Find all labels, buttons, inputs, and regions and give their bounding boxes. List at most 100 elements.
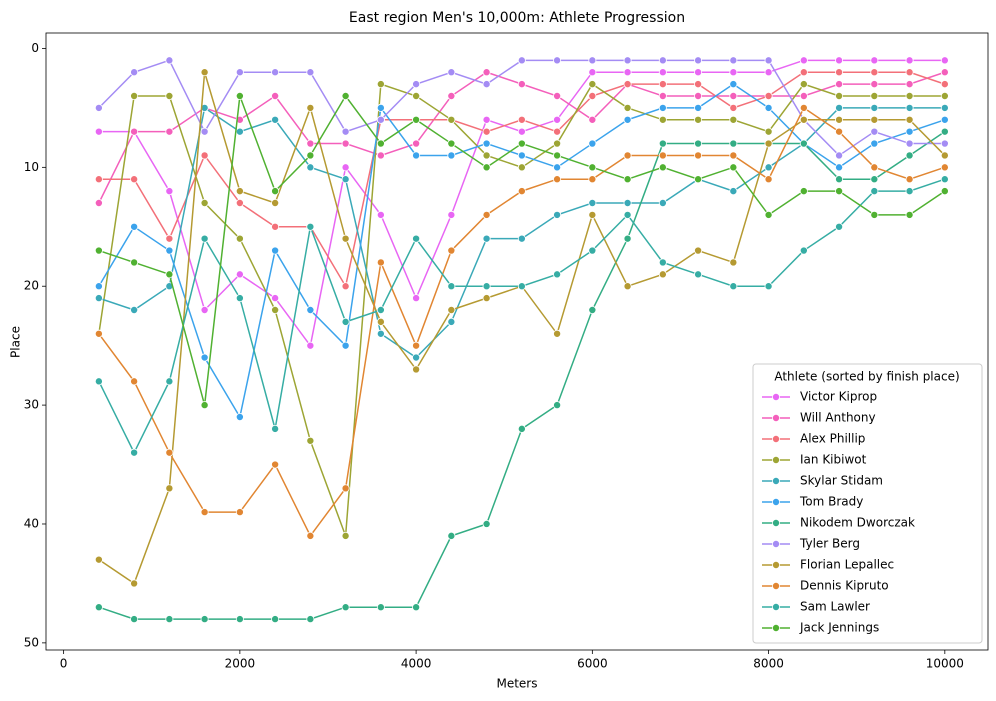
- point: [729, 103, 738, 112]
- point: [835, 103, 844, 112]
- point: [412, 353, 421, 362]
- point: [482, 80, 491, 89]
- point: [341, 92, 350, 101]
- point: [271, 294, 280, 303]
- point: [658, 92, 667, 101]
- point: [623, 103, 632, 112]
- point: [200, 151, 209, 160]
- y-tick-label: 20: [24, 279, 39, 293]
- point: [905, 115, 914, 124]
- point: [271, 187, 280, 196]
- point: [729, 80, 738, 89]
- point: [200, 508, 209, 517]
- point: [412, 139, 421, 148]
- point: [94, 175, 103, 184]
- legend-label: Ian Kibiwot: [800, 453, 867, 467]
- legend-label: Sam Lawler: [800, 600, 870, 614]
- legend-label: Victor Kiprop: [800, 390, 877, 404]
- point: [729, 151, 738, 160]
- point: [341, 484, 350, 493]
- point: [658, 270, 667, 279]
- legend-marker: [772, 476, 781, 485]
- point: [729, 92, 738, 101]
- point: [235, 187, 244, 196]
- plot-area: [94, 56, 949, 624]
- point: [835, 163, 844, 172]
- point: [694, 270, 703, 279]
- point: [764, 103, 773, 112]
- legend-title: Athlete (sorted by finish place): [774, 370, 959, 384]
- point: [306, 222, 315, 231]
- point: [870, 68, 879, 77]
- point: [799, 139, 808, 148]
- point: [940, 103, 949, 112]
- point: [94, 555, 103, 564]
- point: [729, 282, 738, 291]
- point: [376, 603, 385, 612]
- point: [447, 282, 456, 291]
- point: [94, 127, 103, 136]
- point: [553, 151, 562, 160]
- point: [553, 92, 562, 101]
- point: [271, 222, 280, 231]
- legend-label: Nikodem Dworczak: [800, 516, 915, 530]
- point: [905, 68, 914, 77]
- legend-marker: [772, 455, 781, 464]
- point: [376, 210, 385, 219]
- point: [341, 163, 350, 172]
- point: [412, 80, 421, 89]
- point: [553, 401, 562, 410]
- point: [235, 127, 244, 136]
- point: [694, 92, 703, 101]
- point: [588, 92, 597, 101]
- point: [517, 424, 526, 433]
- point: [517, 187, 526, 196]
- point: [799, 80, 808, 89]
- point: [517, 115, 526, 124]
- point: [412, 234, 421, 243]
- point: [870, 80, 879, 89]
- point: [517, 282, 526, 291]
- legend-label: Skylar Stidam: [800, 474, 883, 488]
- point: [729, 139, 738, 148]
- point: [694, 175, 703, 184]
- point: [553, 329, 562, 338]
- point: [165, 484, 174, 493]
- point: [694, 115, 703, 124]
- point: [376, 103, 385, 112]
- legend-label: Florian Lepallec: [800, 558, 894, 572]
- point: [588, 68, 597, 77]
- point: [94, 603, 103, 612]
- point: [376, 305, 385, 314]
- point: [376, 139, 385, 148]
- point: [553, 270, 562, 279]
- point: [870, 187, 879, 196]
- point: [130, 305, 139, 314]
- point: [165, 246, 174, 255]
- point: [764, 127, 773, 136]
- point: [517, 56, 526, 65]
- point: [447, 317, 456, 326]
- point: [482, 282, 491, 291]
- point: [165, 187, 174, 196]
- point: [588, 139, 597, 148]
- point: [341, 531, 350, 540]
- x-tick-label: 0: [60, 657, 68, 671]
- point: [940, 56, 949, 65]
- point: [940, 175, 949, 184]
- point: [412, 294, 421, 303]
- point: [940, 92, 949, 101]
- point: [764, 210, 773, 219]
- x-tick-label: 8000: [753, 657, 784, 671]
- point: [482, 163, 491, 172]
- point: [905, 151, 914, 160]
- point: [200, 199, 209, 208]
- point: [835, 187, 844, 196]
- point: [799, 115, 808, 124]
- point: [835, 151, 844, 160]
- point: [130, 377, 139, 386]
- point: [623, 175, 632, 184]
- chart-title: East region Men's 10,000m: Athlete Progr…: [349, 10, 685, 26]
- legend-marker: [772, 392, 781, 401]
- point: [905, 56, 914, 65]
